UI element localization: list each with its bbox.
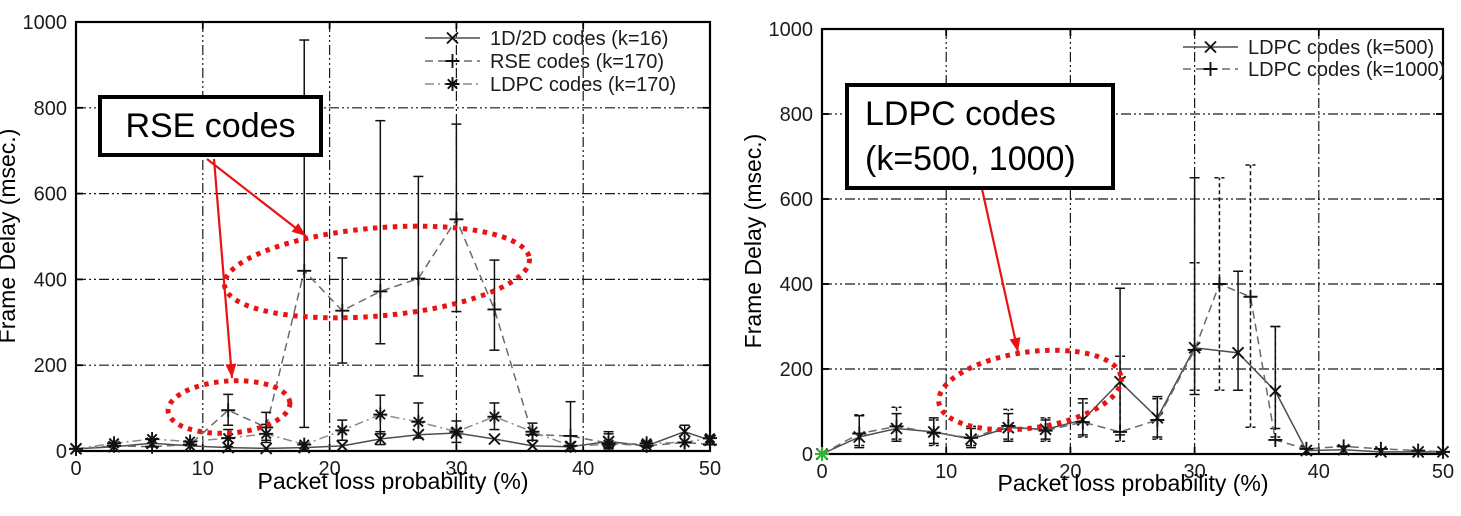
chart-right: 0 10 20 30 40 50 0 200 400 600 800 1000 Packet loss … <box>740 19 1454 496</box>
x-axis-title: Packet loss probability (%) <box>258 468 529 494</box>
annotation-box-rse-text: RSE codes <box>125 106 296 145</box>
x-tick-label: 40 <box>572 458 594 480</box>
series-2 <box>69 394 717 456</box>
tick-labels: 0 10 20 30 40 50 0 200 400 600 800 1000 <box>769 19 1455 483</box>
error-bars <box>854 164 1281 447</box>
callout-arrow-head <box>1009 337 1021 352</box>
series-0 <box>815 177 1450 461</box>
x-axis-title: Packet loss probability (%) <box>998 470 1269 496</box>
y-tick-label: 800 <box>780 104 813 126</box>
legend-label: 1D/2D codes (k=16) <box>490 28 668 50</box>
callout-arrow-head <box>291 223 306 236</box>
series-1 <box>815 164 1450 461</box>
y-tick-label: 600 <box>34 184 67 206</box>
legend-label: LDPC codes (k=170) <box>490 74 676 96</box>
callout-ellipse <box>936 347 1124 433</box>
x-tick-label: 40 <box>1308 461 1330 483</box>
legend: LDPC codes (k=500)LDPC codes (k=1000) <box>1183 37 1445 81</box>
y-tick-label: 1000 <box>23 12 68 34</box>
callout-arrow-line <box>980 188 1020 353</box>
y-tick-label: 400 <box>780 274 813 296</box>
callout-arrow-line <box>206 158 307 237</box>
x-tick-label: 30 <box>445 458 467 480</box>
x-tick-label: 20 <box>318 458 340 480</box>
series-line <box>75 217 711 450</box>
chart-left: 0 10 20 30 40 50 0 200 400 600 800 1000 Packet loss … <box>0 12 721 494</box>
annotation-box-ldpc-text-line2: (k=500, 1000) <box>865 139 1076 178</box>
series-markers <box>69 407 717 456</box>
legend-sample-marker <box>1204 40 1217 54</box>
legend-sample-marker <box>445 77 460 91</box>
origin-marker <box>815 447 829 461</box>
y-tick-label: 200 <box>780 359 813 381</box>
plot-frame <box>820 27 1445 456</box>
x-tick-label: 0 <box>816 461 827 483</box>
legend-label: LDPC codes (k=1000) <box>1248 59 1445 81</box>
x-tick-label: 10 <box>192 458 214 480</box>
legend-label: RSE codes (k=170) <box>490 51 664 73</box>
annotation-box-ldpc-text-line1: LDPC codes <box>865 94 1056 133</box>
series-line <box>821 346 1443 455</box>
y-axis-title: Frame Delay (msec.) <box>0 129 20 344</box>
y-tick-label: 200 <box>34 355 67 377</box>
annotation-box-ldpc: LDPC codes (k=500, 1000) <box>845 83 1115 190</box>
gridlines <box>76 22 710 451</box>
y-axis-title: Frame Delay (msec.) <box>740 134 766 349</box>
callout-arrow-head <box>225 363 237 378</box>
legend-sample-marker <box>1203 62 1218 76</box>
legend-sample-marker <box>445 54 460 68</box>
x-tick-label: 10 <box>935 461 957 483</box>
callout-arrow-line <box>212 158 234 379</box>
callout-ellipse <box>222 223 532 321</box>
tick-labels: 0 10 20 30 40 50 0 200 400 600 800 1000 <box>23 12 722 480</box>
annotation-box-rse: RSE codes <box>98 95 323 157</box>
legend-label: LDPC codes (k=500) <box>1248 37 1434 59</box>
y-tick-label: 0 <box>56 441 67 463</box>
legend-sample-marker <box>446 31 459 45</box>
y-tick-label: 400 <box>34 269 67 291</box>
series-markers <box>815 341 1450 461</box>
x-tick-label: 30 <box>1183 461 1205 483</box>
error-bars <box>854 177 1281 449</box>
callout-ellipse <box>165 378 293 436</box>
y-tick-label: 0 <box>802 444 813 466</box>
x-tick-label: 0 <box>70 458 81 480</box>
x-tick-label: 50 <box>699 458 721 480</box>
legend: 1D/2D codes (k=16)RSE codes (k=170)LDPC … <box>425 28 676 96</box>
y-tick-label: 600 <box>780 189 813 211</box>
series-markers <box>69 212 717 456</box>
plot-frame <box>74 20 712 453</box>
x-tick-label: 50 <box>1432 461 1454 483</box>
y-tick-label: 800 <box>34 98 67 120</box>
x-tick-label: 20 <box>1059 461 1081 483</box>
y-tick-label: 1000 <box>769 19 814 41</box>
